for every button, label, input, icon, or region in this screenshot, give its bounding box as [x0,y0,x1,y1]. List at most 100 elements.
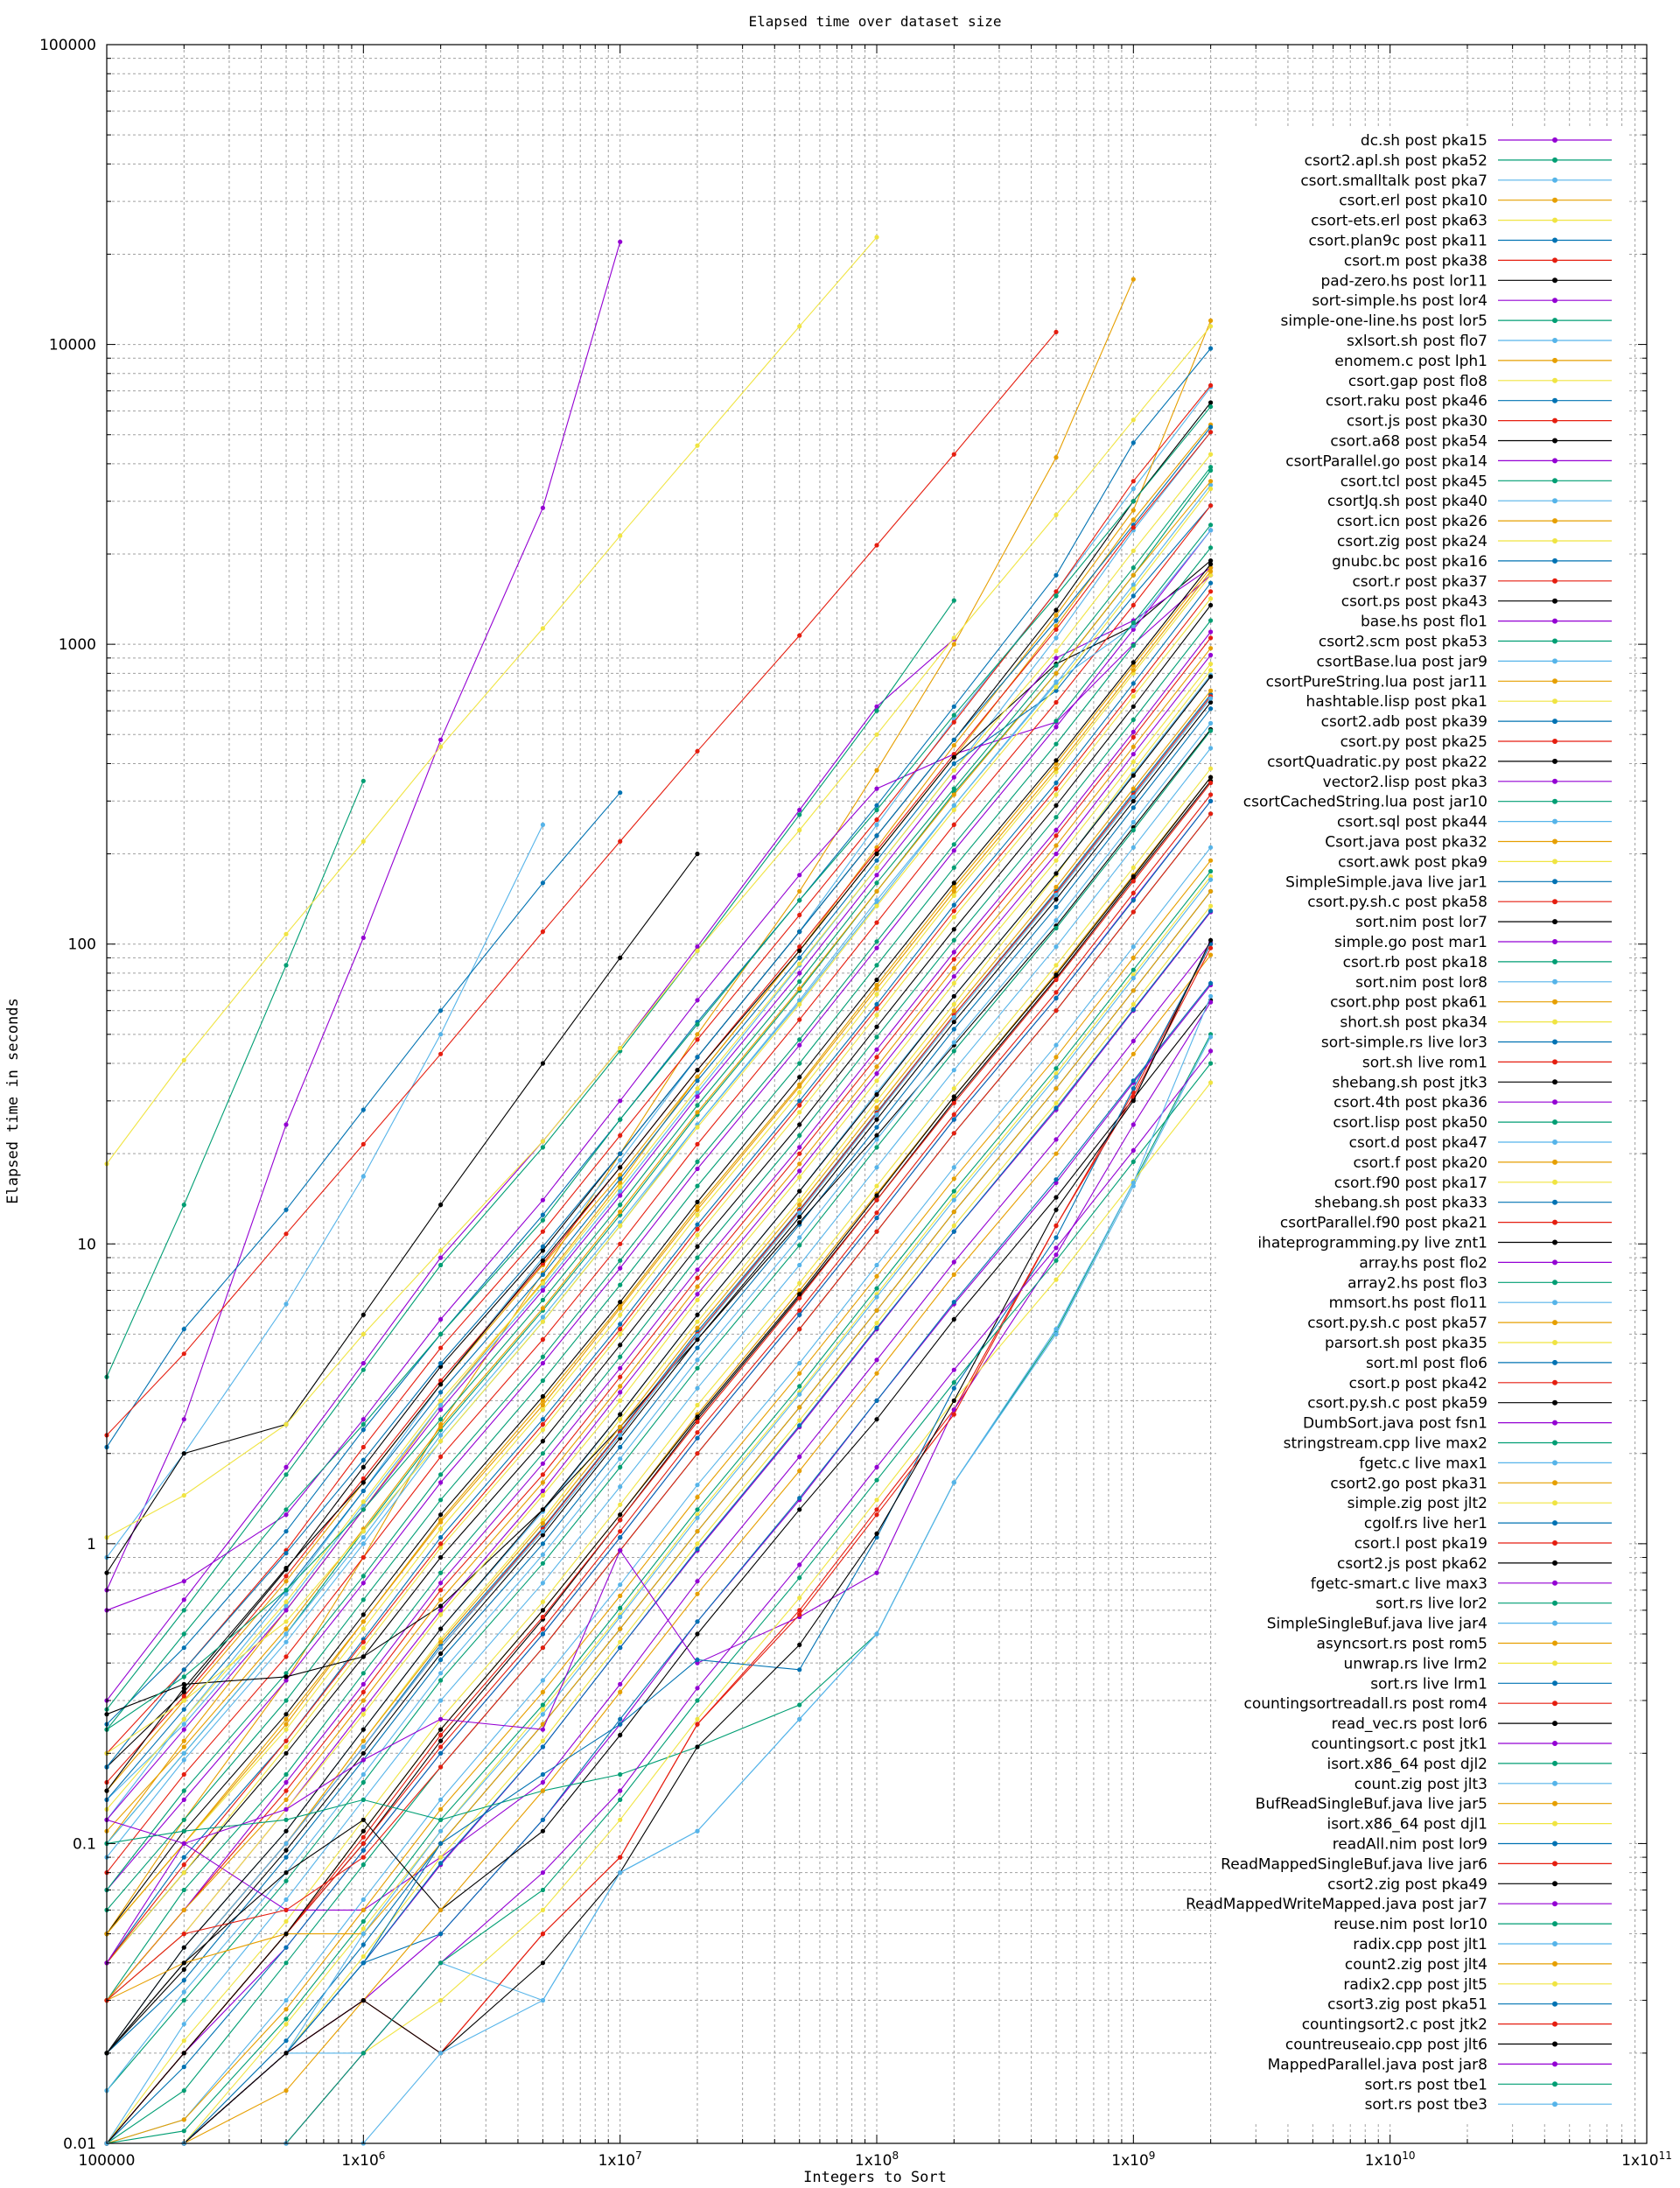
data-point [1130,794,1136,800]
legend-entry: csort2.go post pka31 [1330,1475,1612,1492]
series-22 [104,424,1214,1770]
data-point [695,1094,700,1099]
data-point [360,1707,366,1712]
legend-swatch-marker [1552,377,1558,383]
data-point [1208,346,1214,351]
data-point [1130,760,1136,765]
data-point [1054,1277,1059,1282]
data-point [284,1566,289,1571]
data-point [540,1552,546,1557]
data-point [618,1374,623,1379]
data-point [438,1378,444,1384]
legend-label: csort2.apl.sh post pka52 [1305,152,1488,170]
data-point [438,1603,444,1609]
data-point [695,1226,700,1231]
data-point [284,1603,289,1609]
data-point [695,1275,700,1280]
y-tick-label: 100000 [39,37,96,54]
legend-entry: read_vec.rs post lor6 [1332,1715,1612,1733]
data-point [540,1887,546,1893]
data-point [540,1678,546,1683]
series-7 [104,329,1059,1438]
data-point [618,1412,623,1417]
data-point [874,986,879,992]
data-point [618,1444,623,1450]
data-point [1054,613,1059,618]
legend-entry: sort-simple.rs live lor3 [1321,1034,1612,1052]
data-point [874,1229,879,1234]
data-point [438,1806,444,1812]
data-point [951,980,956,986]
series-line [107,879,1212,2144]
data-point [540,1560,546,1566]
data-point [1208,558,1214,564]
legend-entry: sort.rs post tbe3 [1365,2096,1612,2114]
legend-swatch-marker [1552,438,1558,444]
data-point [1130,898,1136,903]
chart-title: Elapsed time over dataset size [749,13,1002,30]
data-point [874,1417,879,1422]
legend-label: cgolf.rs live her1 [1364,1515,1488,1532]
data-point [1208,424,1214,430]
series-54 [104,706,1214,2056]
legend-swatch-marker [1552,518,1558,524]
series-87 [104,811,1214,2003]
data-point [874,1262,879,1268]
legend-label: csort.r post pka37 [1352,573,1488,591]
data-point [360,1444,366,1450]
series-line [107,905,1212,2144]
data-point [540,1870,546,1876]
legend-label: csort.ps post pka43 [1341,593,1488,611]
data-point [695,944,700,950]
data-point [1130,845,1136,850]
data-point [797,1017,802,1022]
data-point [284,1671,289,1676]
data-point [618,1203,623,1208]
data-point [181,1757,186,1763]
data-point [360,1862,366,1868]
data-point [284,1608,289,1613]
data-point [284,2016,289,2022]
legend-label: enomem.c post lph1 [1334,353,1488,370]
data-point [284,1712,289,1717]
x-tick-exponent: 10 [1402,2149,1415,2162]
data-point [1208,792,1214,797]
data-point [1208,430,1214,435]
data-point [1208,993,1214,999]
legend-label: reuse.nim post lor10 [1334,1916,1488,1933]
data-point [1054,741,1059,747]
data-point [874,768,879,773]
legend-entry: csort.r post pka37 [1352,573,1612,591]
data-point [618,790,623,796]
data-point [181,1862,186,1868]
data-point [618,1502,623,1507]
data-point [438,1828,444,1834]
data-point [540,1407,546,1413]
legend-label: countingsort2.c post jtk2 [1302,2016,1488,2034]
legend-label: csort.icn post pka26 [1337,513,1488,530]
legend-entry: csortCachedString.lua post jar10 [1243,794,1612,811]
data-point [695,1345,700,1350]
data-point [284,1797,289,1802]
legend-label: csort.py.sh.c post pka59 [1307,1395,1488,1413]
data-point [797,1292,802,1297]
data-point [874,1024,879,1029]
data-point [540,1145,546,1150]
data-point [438,1008,444,1013]
data-point [1130,729,1136,734]
data-point [618,1614,623,1620]
data-point [181,1608,186,1613]
legend-label: sort.rs post tbe1 [1365,2076,1488,2093]
legend-label: DumbSort.java post fsn1 [1303,1415,1488,1433]
data-point [951,1189,956,1194]
data-point [438,1472,444,1477]
data-point [951,822,956,828]
series-line [106,574,1212,1934]
data-point [360,1645,366,1651]
data-point [874,1078,879,1083]
data-point [1054,769,1059,775]
data-point [360,1529,366,1534]
series-72 [104,674,1214,2056]
legend-entry: csort.py.sh.c post pka59 [1307,1395,1612,1413]
data-point [540,1244,546,1249]
